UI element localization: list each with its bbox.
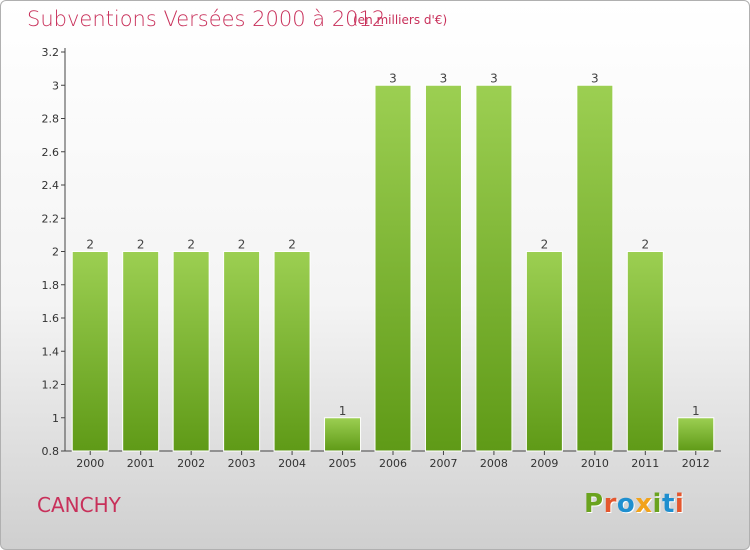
logo-letter: o: [616, 489, 636, 519]
data-label-2006: 3: [389, 71, 397, 85]
x-tick: 2002: [177, 451, 205, 470]
y-tick: 2.4: [42, 179, 65, 192]
data-label-2005: 1: [339, 404, 347, 418]
x-tick-label: 2012: [682, 457, 710, 470]
chart-subtitle: (en milliers d'€): [353, 13, 448, 27]
x-tick: 2000: [76, 451, 104, 470]
bar-2002: [172, 251, 210, 452]
y-tick-label: 1.2: [42, 379, 60, 392]
y-tick-label: 2: [52, 246, 59, 259]
y-tick: 2: [52, 246, 65, 259]
y-tick: 1.8: [42, 279, 65, 292]
y-tick: 3.2: [42, 46, 65, 59]
bar-2001: [122, 251, 160, 452]
x-tick: 2012: [682, 451, 710, 470]
y-tick: 2.2: [42, 212, 65, 225]
y-tick-label: 2.6: [42, 146, 60, 159]
y-tick: 1: [52, 412, 65, 425]
data-label-2000: 2: [86, 238, 94, 252]
y-tick: 1.2: [42, 379, 65, 392]
y-tick: 3: [52, 79, 65, 92]
bar-2000: [71, 251, 109, 452]
x-tick: 2001: [127, 451, 155, 470]
y-tick: 1.4: [42, 345, 65, 358]
bar-2003: [223, 251, 261, 452]
x-tick: 2003: [228, 451, 256, 470]
x-tick-label: 2002: [177, 457, 205, 470]
commune-name: CANCHY: [37, 493, 121, 517]
y-tick: 1.6: [42, 312, 65, 325]
x-tick: 2011: [631, 451, 659, 470]
bar-2012: [677, 417, 715, 452]
x-tick-label: 2000: [76, 457, 104, 470]
y-tick-label: 1: [52, 412, 59, 425]
data-label-2009: 2: [541, 238, 549, 252]
data-label-2001: 2: [137, 238, 145, 252]
x-tick: 2009: [530, 451, 558, 470]
x-tick: 2008: [480, 451, 508, 470]
bar-2005: [324, 417, 362, 452]
data-label-2012: 1: [692, 404, 700, 418]
data-label-2002: 2: [187, 238, 195, 252]
x-tick-label: 2008: [480, 457, 508, 470]
x-tick-label: 2005: [329, 457, 357, 470]
logo-letter: r: [603, 489, 617, 519]
x-tick: 2010: [581, 451, 609, 470]
y-tick-label: 2.2: [42, 212, 60, 225]
y-tick: 2.8: [42, 113, 65, 126]
bar-2006: [374, 84, 412, 452]
bar-2009: [525, 251, 563, 452]
x-tick: 2005: [329, 451, 357, 470]
bar-2010: [576, 84, 614, 452]
data-label-2007: 3: [440, 71, 448, 85]
data-label-2004: 2: [288, 238, 296, 252]
x-tick-label: 2003: [228, 457, 256, 470]
x-tick-label: 2001: [127, 457, 155, 470]
y-tick-label: 2.8: [42, 113, 60, 126]
bar-2008: [475, 84, 513, 452]
y-tick: 2.6: [42, 146, 65, 159]
x-tick: 2006: [379, 451, 407, 470]
y-tick-label: 1.8: [42, 279, 60, 292]
y-tick-label: 1.6: [42, 312, 60, 325]
y-tick-label: 2.4: [42, 179, 60, 192]
bar-2011: [626, 251, 664, 452]
x-tick-label: 2009: [530, 457, 558, 470]
y-tick-label: 0.8: [42, 445, 60, 458]
x-tick-label: 2007: [429, 457, 457, 470]
y-tick: 0.8: [42, 445, 65, 458]
data-label-2003: 2: [238, 238, 246, 252]
logo-letter: i: [652, 489, 662, 519]
logo-letter: t: [661, 489, 675, 519]
y-tick-label: 3.2: [42, 46, 60, 59]
data-label-2008: 3: [490, 71, 498, 85]
data-label-2010: 3: [591, 71, 599, 85]
bar-2004: [273, 251, 311, 452]
x-tick-label: 2006: [379, 457, 407, 470]
x-tick-label: 2011: [631, 457, 659, 470]
data-label-2011: 2: [641, 238, 649, 252]
bar-2007: [424, 84, 462, 452]
x-tick-label: 2010: [581, 457, 609, 470]
y-tick-label: 1.4: [42, 345, 60, 358]
logo-letter: P: [584, 489, 604, 519]
x-tick: 2007: [429, 451, 457, 470]
chart-title: Subventions Versées 2000 à 2012: [27, 7, 386, 31]
proxiti-logo: Proxiti: [584, 489, 684, 519]
logo-letter: x: [635, 489, 653, 519]
y-tick-label: 3: [52, 79, 59, 92]
x-tick-label: 2004: [278, 457, 306, 470]
x-tick: 2004: [278, 451, 306, 470]
logo-letter: i: [674, 489, 685, 519]
